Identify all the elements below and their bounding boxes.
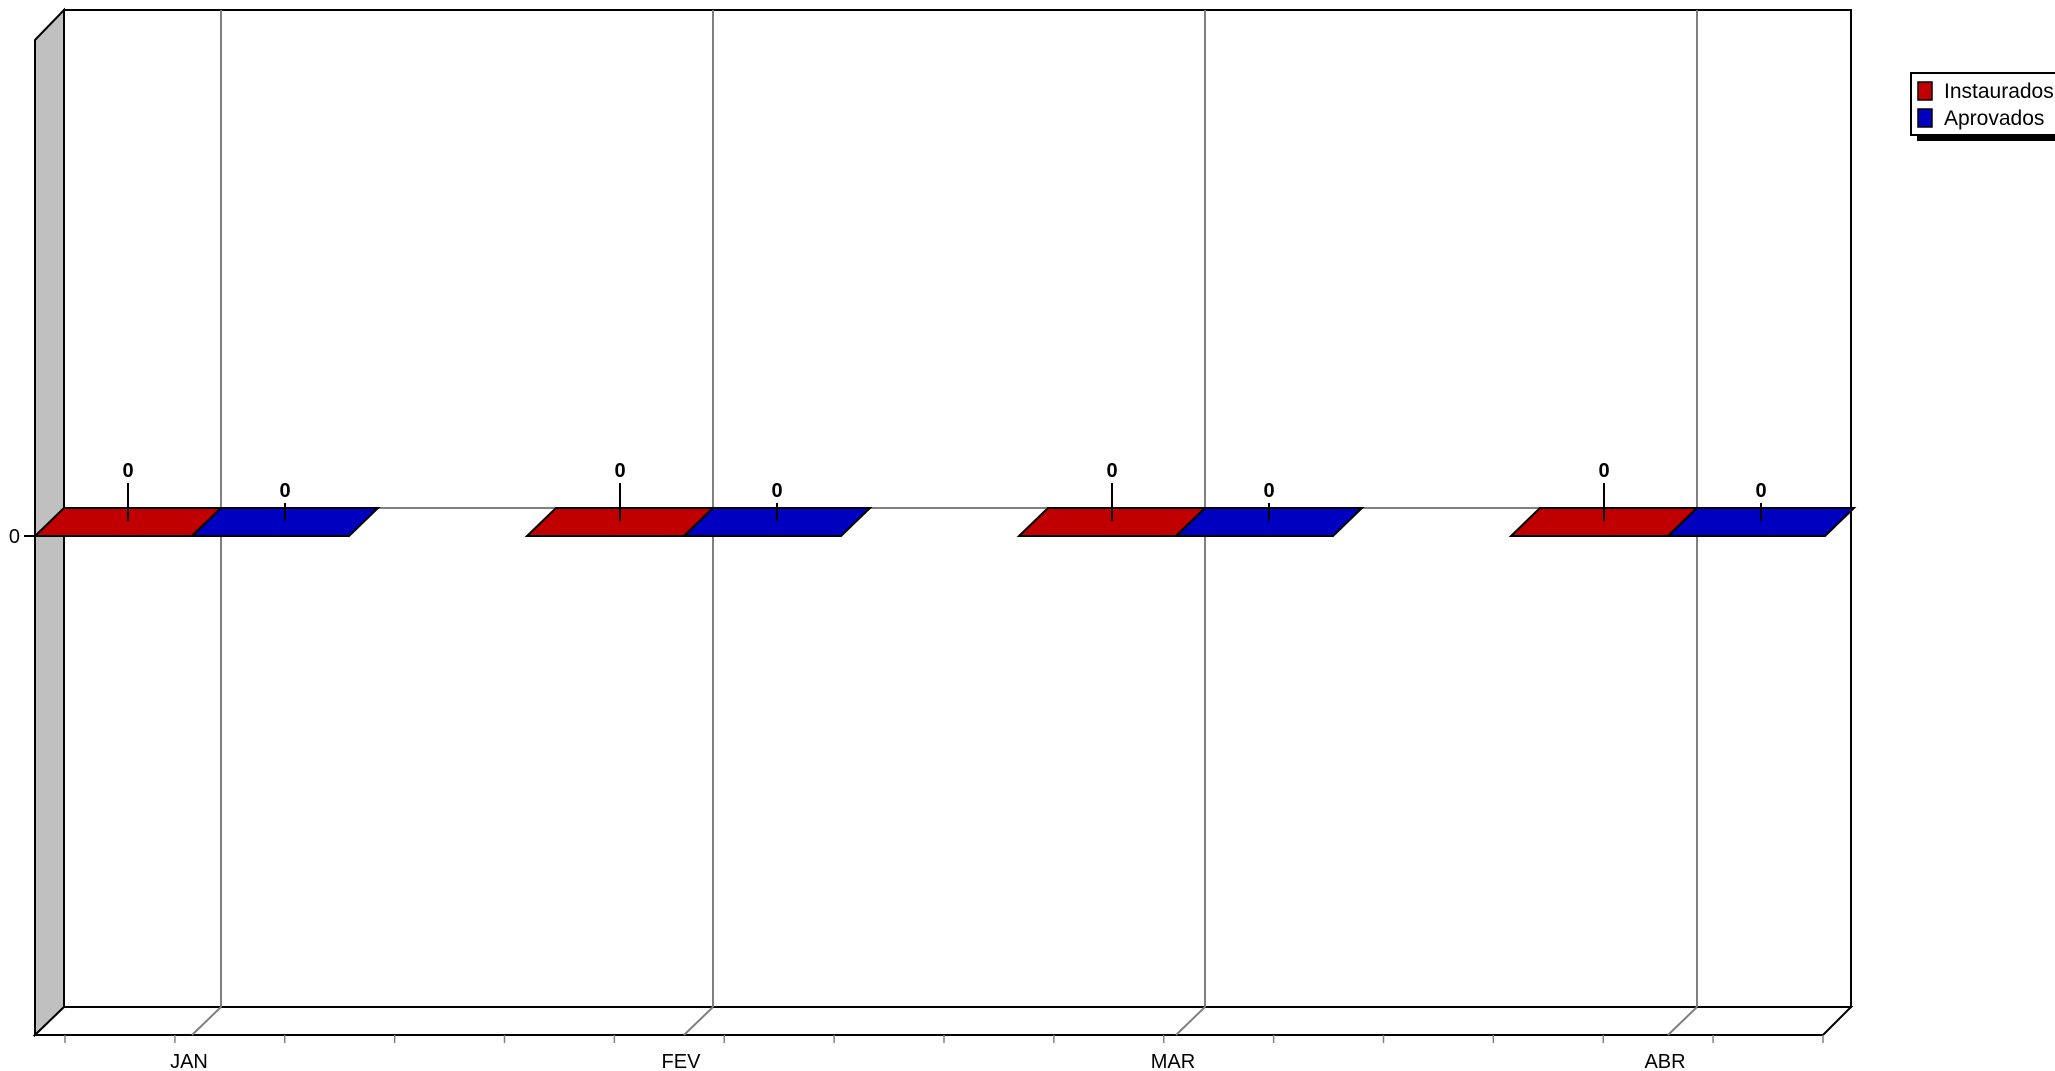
- bars: [32, 507, 1857, 537]
- data-label: 0: [1755, 480, 1766, 502]
- x-tick-label: FEV: [662, 1051, 702, 1071]
- x-tick-label: JAN: [170, 1051, 208, 1071]
- floor-gridline: [1175, 1006, 1206, 1036]
- floor-gridline: [191, 1006, 222, 1036]
- legend-swatch: [1917, 108, 1933, 128]
- x-axis: JAN FEV MAR ABR: [64, 1035, 1824, 1071]
- legend-box: [1910, 72, 2055, 136]
- legend-swatch: [1917, 81, 1933, 101]
- bar-aprovados-mar: [1173, 507, 1365, 537]
- bar-aprovados-abr: [1665, 507, 1857, 537]
- bar-aprovados-jan: [189, 507, 381, 537]
- bar-aprovados-fev: [681, 507, 873, 537]
- data-label: 0: [771, 480, 782, 502]
- x-tick-label: MAR: [1151, 1051, 1195, 1071]
- floor: [32, 1006, 1854, 1036]
- legend-entry: Instaurados: [1944, 80, 2054, 103]
- legend: Instaurados Aprovados: [1910, 72, 2055, 141]
- y-tick-label: 0: [9, 526, 20, 548]
- data-labels: 0 0 0 0 0 0 0 0: [122, 460, 1767, 521]
- data-label: 0: [1598, 460, 1609, 482]
- floor-gridline: [1667, 1006, 1698, 1036]
- data-label: 0: [614, 460, 625, 482]
- floor-gridline: [683, 1006, 714, 1036]
- data-label: 0: [122, 460, 133, 482]
- x-tick-label: ABR: [1644, 1051, 1685, 1071]
- legend-entry: Aprovados: [1944, 107, 2044, 130]
- data-label: 0: [279, 480, 290, 502]
- data-label: 0: [1263, 480, 1274, 502]
- y-axis: 0: [9, 526, 35, 548]
- data-label: 0: [1106, 460, 1117, 482]
